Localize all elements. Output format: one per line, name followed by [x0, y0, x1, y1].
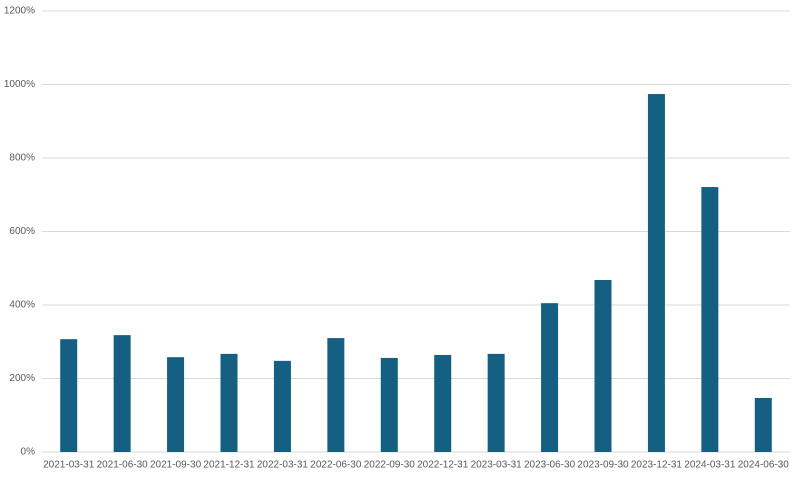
- y-tick-label: 1000%: [4, 79, 35, 90]
- x-tick-label: 2021-03-31: [43, 460, 95, 471]
- bar: [327, 338, 345, 452]
- x-tick-label: 2021-06-30: [97, 460, 149, 471]
- x-tick-label: 2023-06-30: [524, 460, 576, 471]
- bar: [167, 357, 185, 452]
- x-tick-label: 2023-12-31: [631, 460, 683, 471]
- x-tick-label: 2021-09-30: [150, 460, 202, 471]
- bar: [220, 353, 238, 452]
- y-tick-label: 800%: [9, 153, 35, 164]
- y-tick-label: 0%: [21, 447, 36, 458]
- y-tick-label: 600%: [9, 226, 35, 237]
- bar: [701, 187, 719, 452]
- bar: [113, 335, 131, 452]
- bar: [273, 360, 291, 452]
- bar: [487, 353, 505, 452]
- bar: [754, 397, 772, 452]
- bar: [434, 354, 452, 452]
- bar: [60, 339, 78, 452]
- y-tick-label: 400%: [9, 300, 35, 311]
- y-tick-label: 200%: [9, 373, 35, 384]
- x-tick-label: 2022-12-31: [417, 460, 469, 471]
- x-tick-label: 2022-03-31: [257, 460, 309, 471]
- bar: [594, 280, 612, 452]
- x-tick-label: 2024-03-31: [684, 460, 736, 471]
- y-tick-label: 1200%: [4, 6, 35, 17]
- x-tick-label: 2022-09-30: [364, 460, 416, 471]
- x-tick-label: 2023-03-31: [471, 460, 523, 471]
- x-tick-label: 2023-09-30: [577, 460, 629, 471]
- x-tick-label: 2024-06-30: [738, 460, 790, 471]
- x-tick-label: 2022-06-30: [310, 460, 362, 471]
- bar: [380, 357, 398, 452]
- bar: [647, 94, 665, 453]
- bar: [541, 303, 559, 452]
- x-tick-label: 2021-12-31: [203, 460, 255, 471]
